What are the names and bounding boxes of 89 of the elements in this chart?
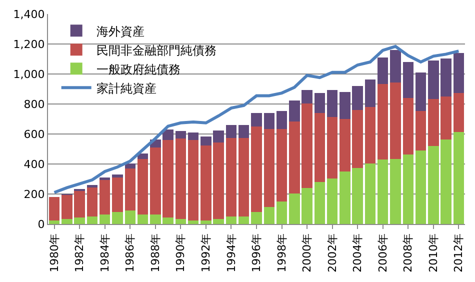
bar [251, 126, 262, 212]
y-tick-label: 1,200 [13, 38, 45, 51]
x-tick-label: 1984年 [98, 233, 112, 272]
bar [251, 212, 262, 224]
y-tick-label: 400 [24, 158, 45, 171]
bar [377, 58, 388, 84]
bar [137, 214, 148, 224]
y-tick-label: 1,000 [13, 68, 45, 81]
bar [251, 113, 262, 126]
y-tick-label: 600 [24, 128, 45, 141]
legend-label: 海外資産 [96, 24, 144, 38]
bar [390, 158, 401, 224]
x-tick-label: 2002年 [326, 233, 339, 272]
bar [264, 128, 275, 207]
bar [390, 82, 401, 159]
bar [86, 216, 98, 224]
y-tick-label: 200 [24, 188, 45, 201]
x-tick-label: 2010年 [426, 233, 440, 272]
bar [364, 107, 376, 164]
bar [238, 125, 250, 138]
x-tick-label: 1988年 [148, 233, 162, 272]
bar [112, 178, 123, 212]
x-tick-label: 2008年 [402, 233, 415, 272]
bar [238, 138, 250, 216]
bar [326, 90, 338, 117]
bar [453, 92, 464, 132]
bar [86, 187, 98, 216]
bar [453, 132, 464, 224]
x-tick-label: 1982年 [73, 233, 86, 272]
x-tick-label: 1986年 [124, 233, 137, 272]
x-tick-label: 2000年 [300, 233, 314, 272]
bar [264, 113, 275, 129]
bar [314, 92, 326, 113]
bar [99, 214, 110, 224]
bar [48, 197, 60, 220]
x-tick-label: 1998年 [275, 233, 288, 272]
bar [364, 79, 376, 107]
bar [326, 178, 338, 224]
x-tick-label: 2004年 [351, 233, 364, 272]
bar [453, 53, 464, 93]
bar [188, 132, 199, 140]
x-tick-label: 1992年 [200, 233, 213, 272]
bar [112, 174, 123, 178]
bar [188, 220, 199, 224]
line-series [52, 44, 460, 194]
x-tick-label: 1990年 [174, 233, 188, 272]
legend-label: 民間非金融部門純債務 [96, 43, 216, 58]
bar [264, 206, 275, 224]
bar [112, 212, 123, 224]
x-tick-label: 1994年 [224, 233, 238, 272]
bar [402, 98, 414, 154]
bar [415, 72, 426, 111]
bar [124, 168, 136, 210]
y-tick-label: 1,400 [13, 8, 45, 21]
legend-label: 一般政府純債務 [96, 62, 180, 76]
bar [415, 150, 426, 224]
bar [188, 140, 199, 220]
bar [48, 220, 60, 224]
bar [402, 154, 414, 224]
bar [276, 110, 288, 129]
bar [314, 113, 326, 182]
bar [314, 182, 326, 224]
bar [137, 154, 148, 159]
bar [364, 163, 376, 224]
bar [377, 84, 388, 160]
bar [402, 62, 414, 98]
bar [238, 216, 250, 224]
bar [326, 116, 338, 178]
bar [137, 158, 148, 214]
bar [415, 110, 426, 150]
bar [175, 138, 186, 219]
y-tick-label: 800 [24, 98, 45, 111]
x-tick-label: 2012年 [452, 233, 466, 272]
bar [377, 160, 388, 224]
bar [276, 128, 288, 202]
bar [124, 210, 136, 224]
bar [175, 131, 186, 138]
bar [99, 180, 110, 214]
y-tick-label: 0 [38, 218, 45, 231]
bar [175, 218, 186, 224]
bar [226, 216, 237, 224]
bar [276, 202, 288, 224]
bar [226, 125, 237, 138]
legend-label: 家計純資産 [96, 81, 156, 96]
bar [390, 50, 401, 82]
x-tick-label: 1980年 [48, 233, 61, 272]
x-tick-label: 1996年 [250, 233, 264, 272]
x-tick-label: 2006年 [376, 233, 390, 272]
bar [226, 138, 237, 216]
